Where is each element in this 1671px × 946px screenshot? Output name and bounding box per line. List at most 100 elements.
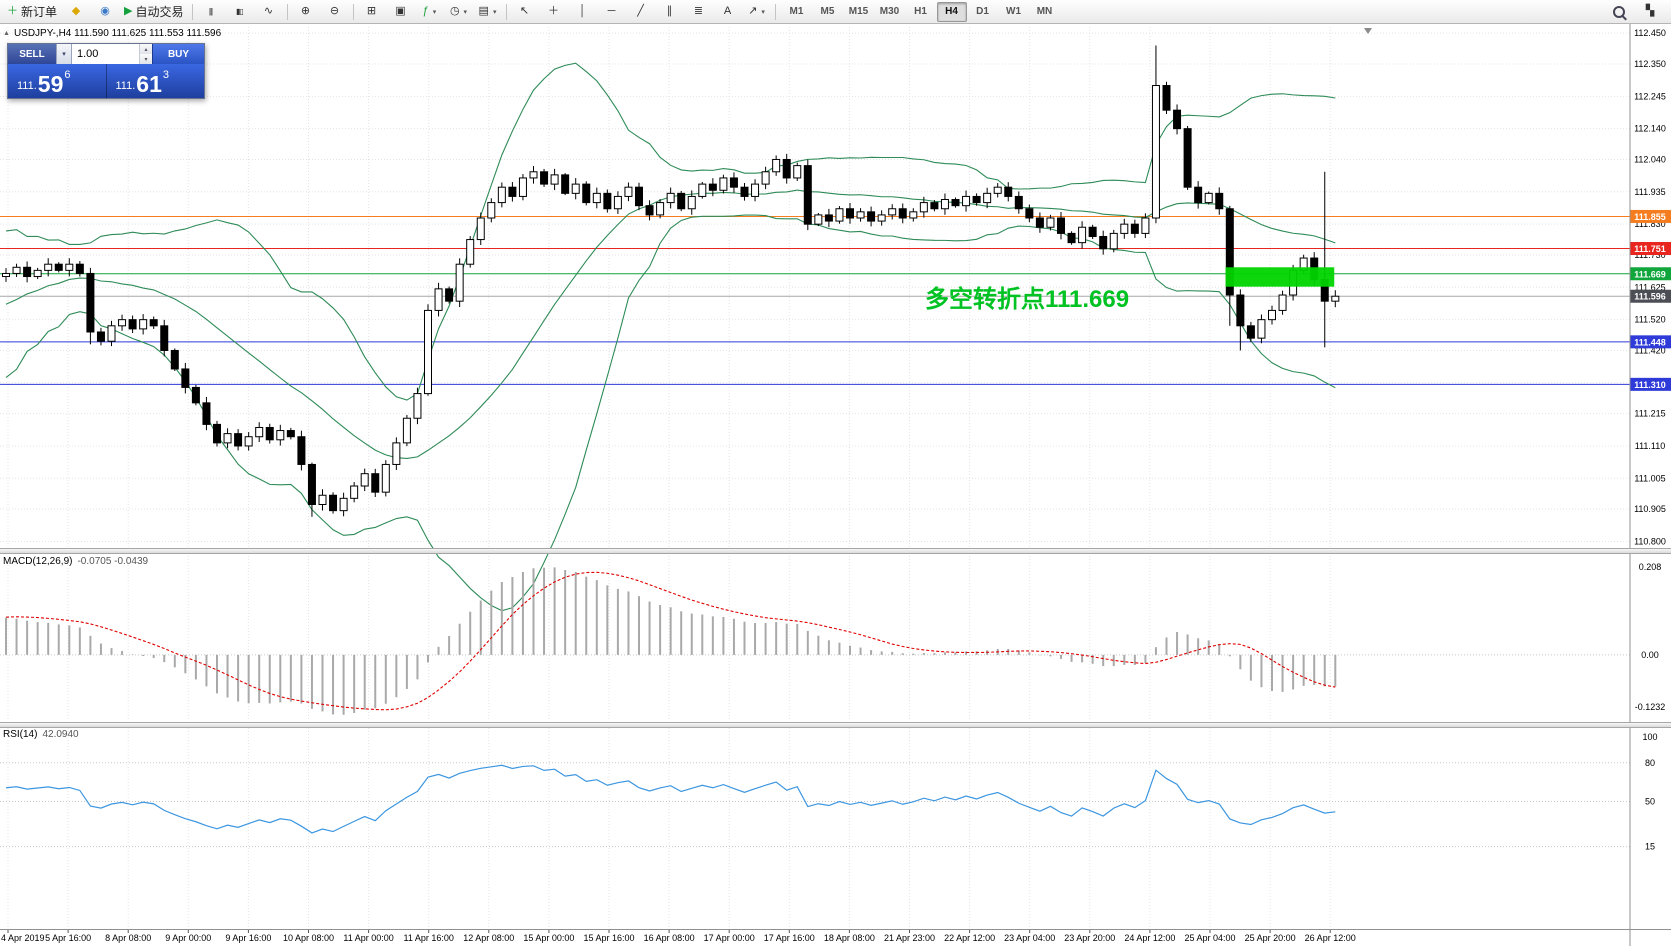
toolbar-separator — [286, 3, 288, 20]
autotrading-button[interactable]: ▶ 自动交易 — [120, 1, 187, 23]
zoom-in-button[interactable]: ⊕ — [292, 1, 320, 23]
price-axis-label: 110.800 — [1634, 536, 1666, 546]
price-axis-label: 110.905 — [1634, 504, 1666, 514]
price-axis-label: 112.040 — [1634, 154, 1666, 164]
time-axis-label: 21 Apr 23:00 — [884, 933, 935, 943]
panel-splitter-macd[interactable] — [0, 548, 1671, 554]
price-tag-111.855[interactable] — [1630, 209, 1671, 223]
candles-layer — [2, 45, 1340, 517]
timeframe-m1[interactable]: M1 — [789, 6, 804, 17]
market-watch-button[interactable]: ◆ — [62, 1, 90, 23]
toolbar: ＋新订单 ◆ ◉ ▶ 自动交易 ||| ▮▯ ∿ ⊕ ⊖ ⊞ ▣ ƒ ▾ ◷ ▾ ▤ ▾ ↖ ＋ │ ─ ╱ ∥ ≣ A ↗ ▾ M1 M… — [0, 0, 1671, 24]
timeframe-w1[interactable]: W1 — [1006, 6, 1021, 17]
arrange-windows-button[interactable]: ▣ — [387, 1, 415, 23]
time-axis-label: 4 Apr 2019 — [1, 933, 45, 943]
sell-price-prefix: 111. — [17, 80, 37, 92]
price-axis-label: 111.830 — [1634, 219, 1665, 229]
panel-splitter-rsi[interactable] — [0, 722, 1671, 728]
timeframe-mn[interactable]: MN — [1036, 6, 1053, 17]
rsi-scale-label: 100 — [1642, 732, 1657, 742]
time-axis-label: 8 Apr 08:00 — [105, 933, 151, 943]
price-axis-label: 111.420 — [1634, 345, 1665, 355]
time-axis-label: 15 Apr 00:00 — [523, 933, 574, 943]
templates-button[interactable]: ▤ ▾ — [474, 1, 502, 23]
one-click-trading-panel: SELL ▾ 1.00 ▴ ▾ BUY 111. 59 6 111. 61 3 — [7, 43, 205, 99]
horizontal-line-button[interactable]: ─ — [598, 1, 626, 23]
timeframe-h4[interactable]: H4 — [936, 1, 967, 22]
time-axis-label: 5 Apr 16:00 — [45, 933, 91, 943]
channel-icon: ∥ — [666, 5, 673, 17]
macd-name: MACD(12,26,9) — [3, 556, 73, 567]
chart-shift-marker[interactable] — [1364, 28, 1372, 34]
time-axis[interactable]: 4 Apr 2019 5 Apr 16:00 8 Apr 08:00 9 Apr 00… — [1, 930, 1356, 943]
vertical-line-button[interactable]: │ — [569, 1, 597, 23]
candlestick-chart-button[interactable]: ▮▯ — [226, 1, 254, 23]
arrows-icon: ↗ — [748, 5, 758, 17]
tile-windows-icon: ⊞ — [366, 5, 377, 17]
volume-field[interactable]: 1.00 ▴ ▾ — [72, 44, 152, 64]
timeframe-m15[interactable]: M15 — [848, 6, 869, 17]
time-axis-label: 24 Apr 12:00 — [1124, 933, 1175, 943]
volume-value[interactable]: 1.00 — [77, 48, 99, 60]
price-tag-111.751[interactable] — [1630, 241, 1671, 255]
sell-price-sup: 6 — [64, 69, 71, 81]
volume-up-button[interactable]: ▴ — [140, 44, 152, 54]
arrows-button[interactable]: ↗ ▾ — [743, 1, 771, 23]
bar-chart-button[interactable]: ||| — [197, 1, 225, 23]
toolbar-separator — [352, 3, 354, 20]
text-button[interactable]: A — [714, 1, 742, 23]
macd-scale-label: 0.00 — [1641, 650, 1659, 660]
indicators-button[interactable]: ƒ ▾ — [416, 1, 444, 23]
timeframe-h1[interactable]: H1 — [914, 6, 927, 17]
time-axis-label: 25 Apr 20:00 — [1245, 933, 1296, 943]
periods-icon: ◷ — [449, 5, 460, 17]
highlight-rectangle[interactable] — [1225, 267, 1335, 287]
new-order-button[interactable]: ＋新订单 — [3, 1, 61, 23]
search-button[interactable] — [1605, 1, 1633, 23]
layouts-button[interactable]: ▚ — [1636, 1, 1664, 23]
buy-price[interactable]: 111. 61 3 — [105, 64, 205, 98]
levels-layer — [0, 215, 1630, 385]
price-tag-111.310[interactable] — [1630, 377, 1671, 391]
bollinger-bands — [5, 62, 1336, 612]
price-axis-label: 111.005 — [1634, 473, 1665, 483]
zoom-out-icon: ⊖ — [329, 5, 340, 17]
timeframe-m5[interactable]: M5 — [820, 6, 835, 17]
buy-button[interactable]: BUY — [152, 44, 204, 64]
zoom-out-button[interactable]: ⊖ — [321, 1, 349, 23]
chevron-down-icon: ▾ — [492, 8, 497, 16]
tile-windows-button[interactable]: ⊞ — [358, 1, 386, 23]
navigator-button[interactable]: ◉ — [91, 1, 119, 23]
volume-preset-dropdown[interactable]: ▾ — [56, 44, 72, 64]
time-axis-label: 10 Apr 08:00 — [283, 933, 334, 943]
line-chart-button[interactable]: ∿ — [255, 1, 283, 23]
price-tag-111.669[interactable] — [1630, 267, 1671, 281]
indicators-icon: ƒ — [422, 5, 429, 17]
price-tag-111.448[interactable] — [1630, 335, 1671, 349]
price-axis-label: 112.140 — [1634, 124, 1666, 134]
time-axis-label: 11 Apr 00:00 — [343, 933, 393, 943]
periods-button[interactable]: ◷ ▾ — [445, 1, 473, 23]
toolbar-right-group: ▚ — [1605, 1, 1668, 23]
bollinger-upper — [5, 62, 1336, 401]
price-scale[interactable]: 112.450 112.350 112.245 112.140 112.040 111.9… — [1630, 28, 1671, 852]
sell-button[interactable]: SELL — [8, 44, 56, 64]
cursor-button[interactable]: ↖ — [511, 1, 539, 23]
trendline-button[interactable]: ╱ — [627, 1, 655, 23]
timeframe-m30[interactable]: M30 — [879, 6, 900, 17]
fibonacci-button[interactable]: ≣ — [685, 1, 713, 23]
time-axis-label: 16 Apr 08:00 — [644, 933, 695, 943]
sell-price[interactable]: 111. 59 6 — [8, 64, 106, 98]
channel-button[interactable]: ∥ — [656, 1, 684, 23]
time-axis-label: 12 Apr 08:00 — [463, 933, 514, 943]
price-axis-label: 112.245 — [1634, 91, 1666, 101]
timeframe-group: M1 M5 M15 M30 H1 H4 D1 W1 MN — [782, 1, 1060, 22]
timeframe-d1[interactable]: D1 — [976, 6, 989, 17]
macd-panel — [0, 567, 1630, 715]
price-axis-label: 112.450 — [1634, 28, 1666, 38]
time-axis-label: 11 Apr 16:00 — [404, 933, 454, 943]
volume-down-button[interactable]: ▾ — [140, 54, 152, 64]
crosshair-button[interactable]: ＋ — [540, 1, 568, 23]
one-click-collapse-icon[interactable]: ▲ — [3, 30, 10, 37]
